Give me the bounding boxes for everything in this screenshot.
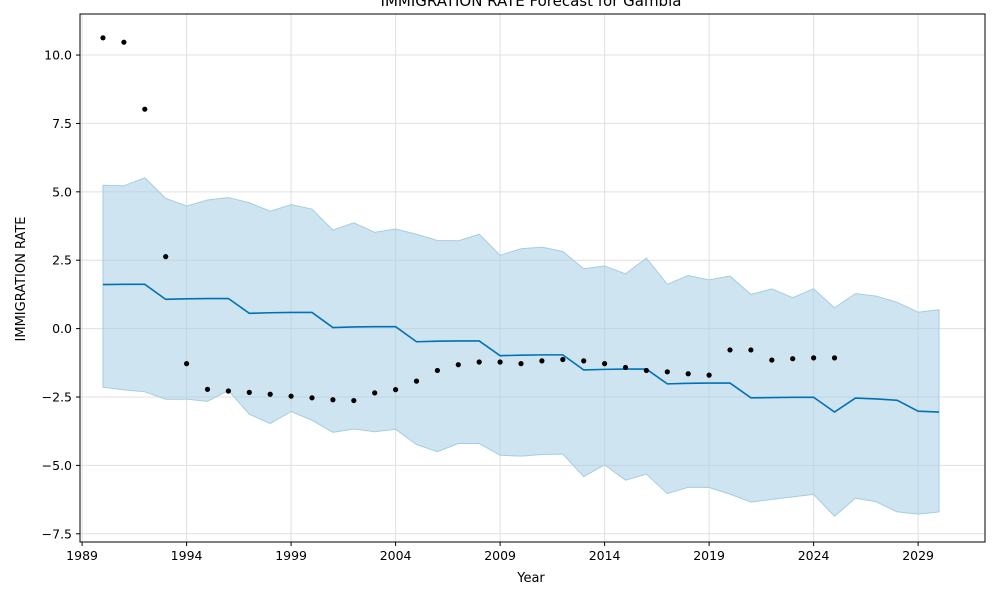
observed-point [351,397,357,404]
observed-point [497,359,503,365]
uncertainty-band [102,177,940,517]
observed-point [413,378,420,384]
y-axis-ticks: −7.5 −5.0 −2.5 0.0 2.5 5.0 7.5 10.0 [42,48,80,541]
observed-point [602,361,608,367]
observed-point [748,347,754,353]
observed-point [643,367,650,374]
x-tick-label: 1999 [275,548,307,563]
y-tick-label: 10.0 [44,48,72,63]
observed-point [204,386,211,392]
observed-point [518,361,524,367]
observed-point [100,35,106,41]
y-tick-label: 5.0 [52,184,72,199]
observed-point [183,361,190,367]
y-axis-label: IMMIGRATION RATE [14,217,29,342]
observed-point [831,355,838,361]
x-tick-label: 2029 [902,548,934,563]
x-tick-label: 1989 [66,548,98,563]
observed-point [309,395,315,401]
x-tick-label: 2009 [484,548,516,563]
y-tick-label: −2.5 [42,390,72,405]
observed-points [100,35,838,404]
y-tick-label: 7.5 [52,116,72,131]
observed-point [706,372,712,378]
observed-point [455,362,461,368]
observed-point [811,355,817,361]
x-axis-label: Year [516,571,545,586]
observed-point [727,347,733,353]
observed-point [246,389,252,395]
x-tick-label: 2024 [798,548,830,563]
x-tick-label: 1994 [171,548,203,563]
y-tick-label: −5.0 [42,458,72,473]
plot-frame [79,13,986,543]
observed-point [121,39,127,45]
observed-point [372,390,378,396]
observed-point [142,106,148,112]
observed-point [664,369,670,375]
observed-point [769,357,775,363]
observed-point [163,254,169,260]
x-tick-label: 2014 [589,548,621,563]
observed-point [560,356,566,363]
x-axis-ticks: 1989 1994 1999 2004 2009 2014 2019 2024 2029 [66,542,934,563]
observed-point [685,371,691,377]
x-tick-label: 2004 [380,548,412,563]
observed-point [393,387,399,393]
observed-point [581,358,587,364]
y-tick-label: −7.5 [42,526,72,541]
chart-title: IMMIGRATION RATE Forecast for Gambia [381,0,682,10]
x-tick-label: 2019 [693,548,725,563]
observed-point [434,367,441,374]
observed-point [225,388,231,394]
observed-point [539,358,545,364]
observed-point [622,364,629,371]
y-tick-label: 0.0 [52,321,72,336]
observed-point [790,356,796,362]
observed-point [330,397,336,403]
forecast-line [102,283,940,414]
y-tick-label: 2.5 [52,253,72,268]
observed-point [288,393,294,399]
observed-point [267,391,273,397]
observed-point [476,359,482,365]
